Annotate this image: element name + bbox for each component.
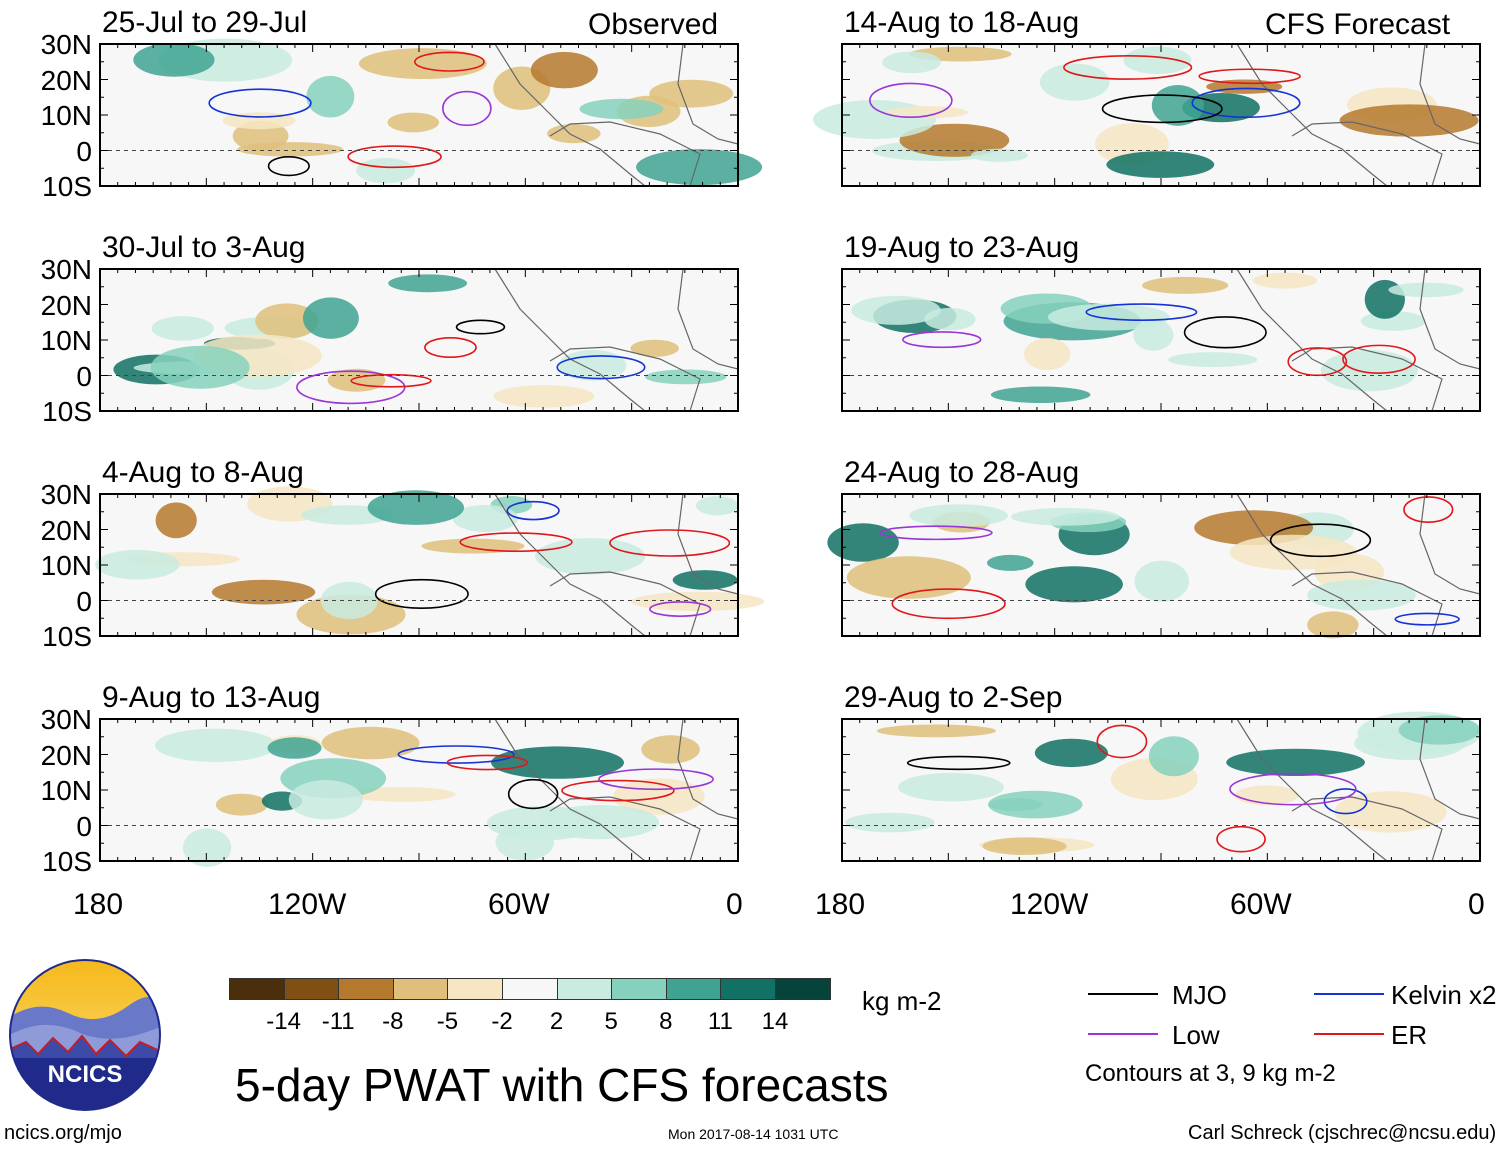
cfs-forecast-tag: CFS Forecast [1265,8,1451,41]
ncics-logo: NCICS [9,959,161,1111]
lat-label-row2-20n: 20N [40,289,92,321]
legend-low-label: Low [1172,1020,1220,1050]
colorbar-tick-label: 8 [659,1008,673,1035]
author-credit: Carl Schreck (cjschrec@ncsu.edu) [1188,1122,1497,1144]
panel-title-1: 25-Jul to 29-Jul [102,6,308,39]
colorbar-tick-label: 2 [549,1008,564,1035]
contour-note: Contours at 3, 9 kg m-2 [1085,1060,1336,1087]
lat-label-row4-20n: 20N [40,739,92,771]
lat-label-row4-30n: 30N [40,704,92,735]
timestamp: Mon 2017-08-14 1031 UTC [668,1126,839,1142]
lat-label-row2-0: 0 [76,360,92,392]
map-panel-2 [813,43,1481,187]
lat-label-row3-10s: 10S [42,621,92,652]
panel-title-2: 14-Aug to 18-Aug [844,6,1080,39]
lat-label-row4-10n: 10N [40,775,92,806]
colorbar-tick-label: 14 [761,1008,789,1035]
panel-title-8: 29-Aug to 2-Sep [844,681,1063,714]
observed-tag: Observed [588,8,719,41]
lat-label-row1-0: 0 [76,135,92,167]
logo-text: NCICS [48,1061,123,1088]
main-title: 5-day PWAT with CFS forecasts [235,1059,889,1111]
lat-label-row4-0: 0 [76,810,92,842]
colorbar-swatch [502,978,558,1000]
legend-mjo-label: MJO [1172,980,1227,1010]
lat-label-row1-20n: 20N [40,64,92,96]
colorbar-tick-label: 11 [707,1008,733,1035]
colorbar-swatch [665,978,722,1000]
colorbar-swatch [447,978,503,1000]
lon-label-60w-right: 60W [1230,888,1292,921]
colorbar-swatch [720,978,776,1000]
lat-label-row1-30n: 30N [40,29,92,60]
lon-label-0-right: 0 [1468,888,1485,921]
lon-label-0-left: 0 [726,888,743,921]
map-panel-1 [99,38,763,187]
colorbar-tick-label: 5 [604,1008,618,1035]
map-panel-5 [95,486,765,637]
lat-label-row3-0: 0 [76,585,92,617]
map-panel-7 [99,718,739,867]
colorbar-swatch [611,978,667,1000]
colorbar-swatch [338,978,394,1000]
legend-lines [1088,993,1384,1035]
colorbar-tick-label: -5 [436,1008,459,1035]
colorbar-swatch [775,978,831,1000]
panel-title-7: 9-Aug to 13-Aug [102,681,321,714]
legend-kelvin-label: Kelvin x2 [1391,980,1497,1010]
lat-label-row2-10s: 10S [42,396,92,427]
lat-label-row3-30n: 30N [40,479,92,510]
lon-label-180-left: 180 [73,888,124,921]
lon-label-60w-left: 60W [488,888,550,921]
colorbar-swatch [556,978,613,1000]
map-panel-6 [827,493,1481,639]
colorbar-tick-label: -8 [382,1008,404,1035]
lon-label-180-right: 180 [815,888,866,921]
panel-title-3: 30-Jul to 3-Aug [102,231,306,264]
colorbar-units: kg m-2 [862,986,942,1016]
panel-title-5: 4-Aug to 8-Aug [102,456,304,489]
legend-er-label: ER [1391,1020,1428,1050]
map-panel-3 [99,268,739,412]
lat-label-row2-10n: 10N [40,325,92,356]
lat-label-row1-10s: 10S [42,171,92,202]
panel-title-4: 19-Aug to 23-Aug [844,231,1080,264]
panel-title-6: 24-Aug to 28-Aug [844,456,1080,489]
colorbar-tick-label: -14 [266,1008,301,1035]
lon-label-120w-right: 120W [1010,888,1089,921]
colorbar-swatch [229,978,285,1000]
map-panel-4 [841,268,1481,412]
lat-label-row2-30n: 30N [40,254,92,285]
lat-label-row3-10n: 10N [40,550,92,581]
colorbar-tick-label: -2 [491,1008,513,1035]
colorbar-swatch [392,978,449,1000]
colorbar-tick-label: -11 [321,1008,355,1035]
colorbar-swatch [283,978,340,1000]
lat-label-row1-10n: 10N [40,100,92,131]
map-panels [95,38,1481,867]
lat-label-row4-10s: 10S [42,846,92,877]
lat-label-row3-20n: 20N [40,514,92,546]
map-panel-8 [841,711,1481,862]
lon-label-120w-left: 120W [268,888,347,921]
website-link[interactable]: ncics.org/mjo [4,1122,122,1144]
